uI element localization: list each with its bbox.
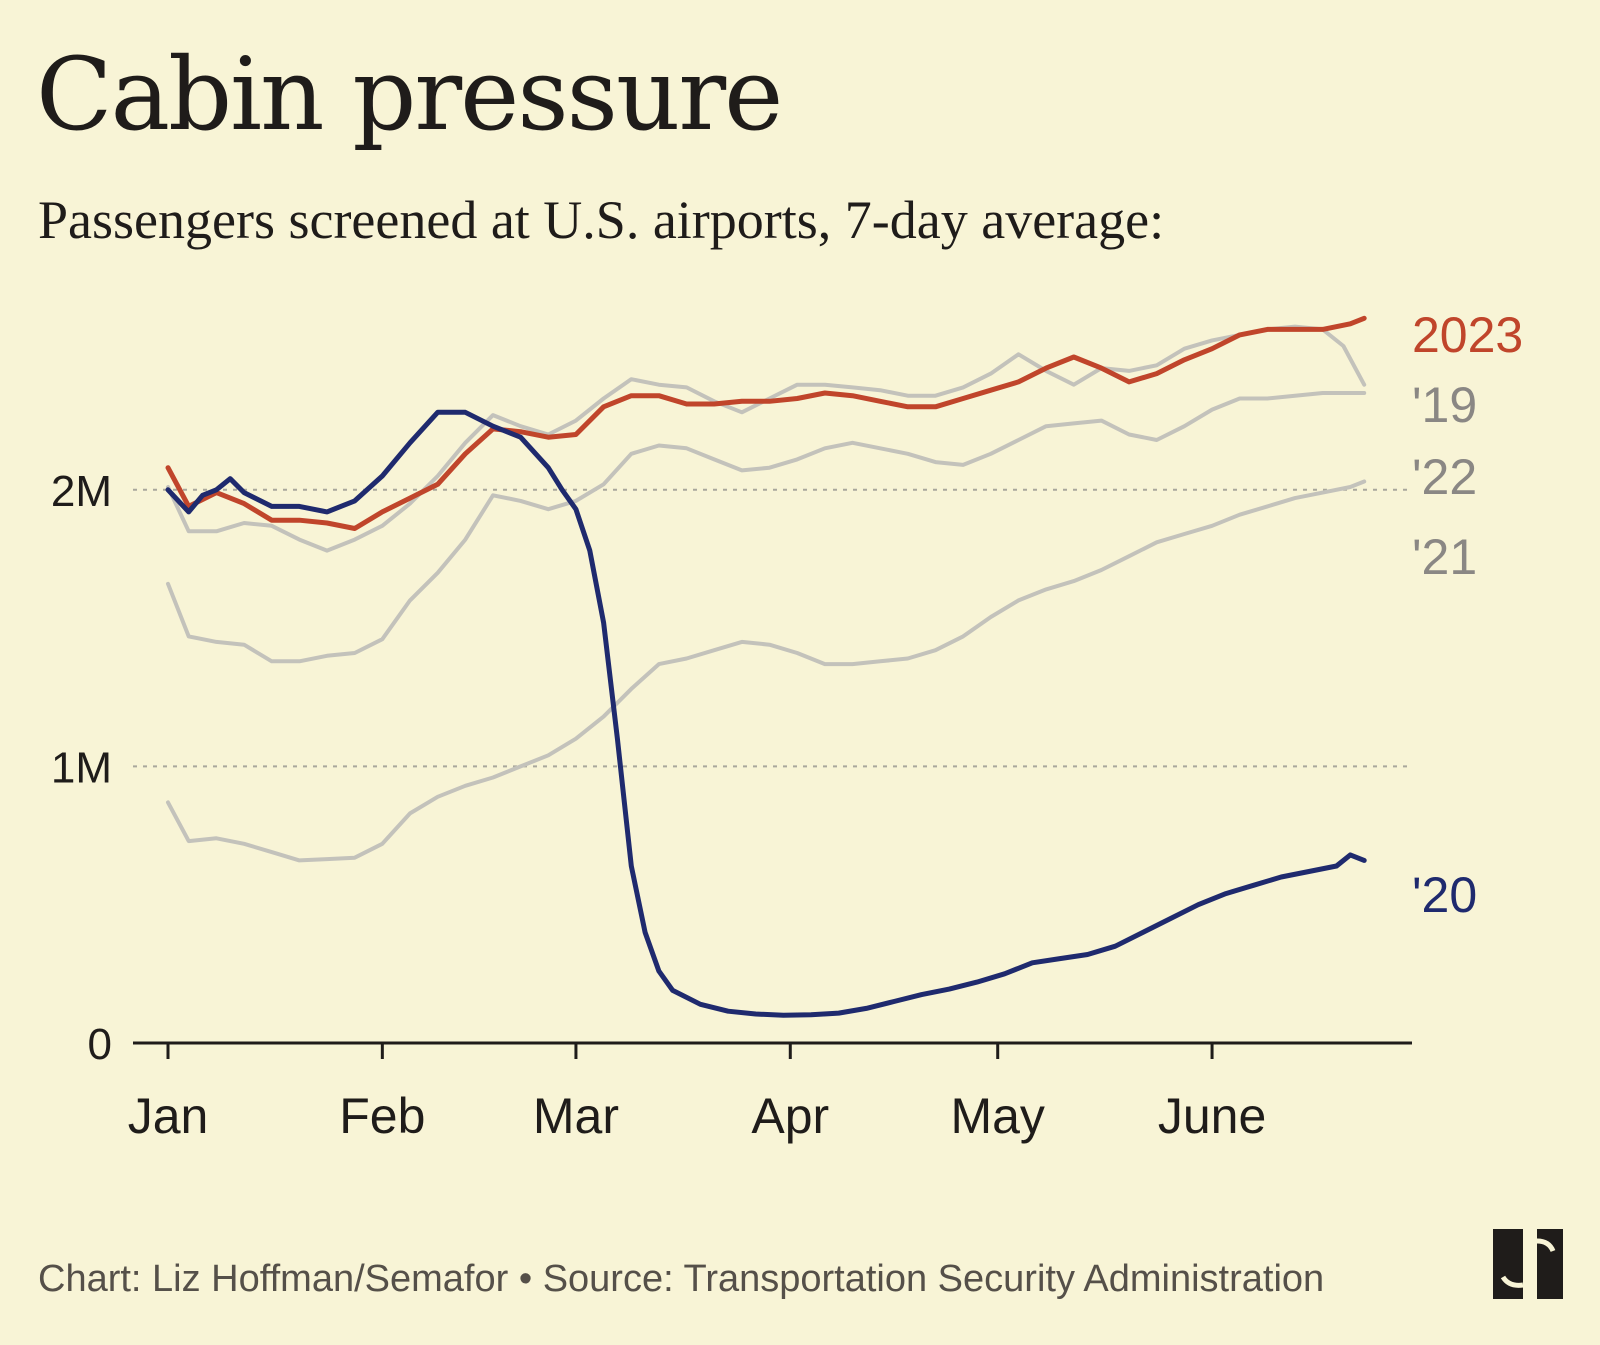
y-axis-ticks: 0 1M 2M [51, 467, 112, 1069]
series-line-4 [165, 409, 1367, 1018]
series-line-1 [166, 391, 1367, 664]
series-line-2 [166, 324, 1367, 553]
series-labels: '21 '22 '19 2023 '20 [1412, 307, 1523, 923]
x-axis: Jan Feb Mar Apr May June [128, 1041, 1412, 1144]
x-tick-label: Apr [751, 1088, 829, 1144]
x-tick-label: Jan [128, 1088, 209, 1144]
gridlines [133, 488, 1409, 768]
y-tick-label: 1M [51, 743, 112, 792]
semafor-logo-icon [1493, 1229, 1563, 1299]
series-lines [165, 315, 1367, 1018]
series-label: '22 [1412, 449, 1477, 505]
series-label: '21 [1412, 529, 1477, 585]
series-label: 2023 [1412, 307, 1523, 363]
y-tick-label: 2M [51, 467, 112, 516]
series-line-0 [166, 479, 1367, 863]
x-tick-label: June [1158, 1088, 1266, 1144]
chart-credit: Chart: Liz Hoffman/Semafor • Source: Tra… [38, 1258, 1325, 1300]
x-tick-label: Mar [533, 1088, 619, 1144]
x-tick-label: May [950, 1088, 1044, 1144]
series-label: '19 [1412, 377, 1477, 433]
y-tick-label: 0 [88, 1020, 112, 1069]
series-line-3 [165, 315, 1367, 531]
x-tick-label: Feb [339, 1088, 425, 1144]
chart-title: Cabin pressure [36, 36, 783, 153]
chart-subtitle: Passengers screened at U.S. airports, 7-… [38, 190, 1165, 250]
series-label: '20 [1412, 867, 1477, 923]
